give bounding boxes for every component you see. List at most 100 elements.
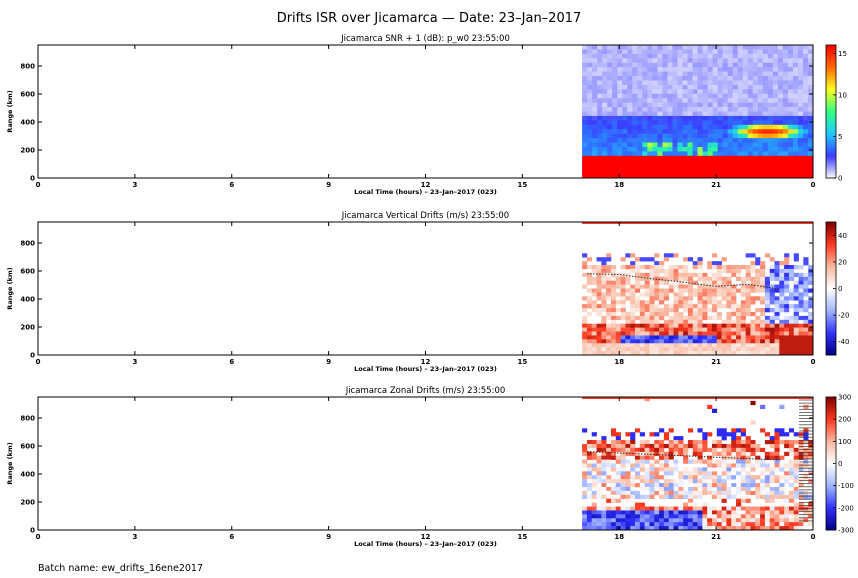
heatmap-cell — [642, 89, 648, 95]
heatmap-cell — [769, 268, 775, 274]
heatmap-cell — [591, 323, 597, 328]
heatmap-cell — [662, 76, 668, 81]
heatmap-cell — [672, 67, 678, 73]
heatmap-cell — [745, 284, 751, 289]
heatmap-cell — [711, 276, 718, 281]
heatmap-cell — [757, 133, 764, 139]
heatmap-cell — [592, 67, 598, 73]
heatmap-cell — [597, 173, 603, 179]
heatmap-cell — [779, 339, 785, 344]
heatmap-cell — [683, 319, 689, 325]
heatmap-cell — [692, 526, 698, 531]
heatmap-cell — [764, 455, 771, 460]
heatmap-cell — [731, 319, 737, 325]
heatmap-cell — [784, 276, 790, 281]
heatmap-cell — [769, 451, 775, 456]
heatmap-cell — [662, 120, 668, 126]
colorbar-swatch — [826, 465, 836, 469]
heatmap-cell — [692, 80, 699, 86]
heatmap-cell — [707, 98, 714, 104]
heatmap-cell — [632, 146, 638, 152]
heatmap-cell — [592, 71, 598, 77]
heatmap-cell — [597, 120, 603, 126]
heatmap-cell — [774, 339, 780, 344]
heatmap-cell — [726, 265, 732, 270]
heatmap-cell — [591, 518, 597, 523]
heatmap-cell — [649, 451, 655, 456]
heatmap-cell — [731, 296, 737, 301]
heatmap-cell — [662, 151, 668, 157]
colorbar-swatch — [826, 306, 836, 309]
heatmap-cell — [615, 284, 621, 289]
heatmap-cell — [639, 494, 645, 500]
heatmap-cell — [752, 67, 759, 73]
heatmap-cell — [692, 115, 699, 121]
heatmap-cell — [707, 288, 713, 293]
colorbar-swatch — [826, 169, 836, 172]
colorbar-swatch — [826, 230, 836, 234]
heatmap-cell — [782, 67, 789, 73]
heatmap-cell — [717, 98, 724, 104]
heatmap-cell — [803, 308, 809, 313]
heatmap-cell — [607, 93, 613, 99]
heatmap-cell — [582, 351, 588, 356]
colorbar-swatch — [826, 321, 836, 325]
heatmap-cell — [779, 514, 785, 519]
heatmap-cell — [774, 311, 780, 317]
heatmap-cell — [707, 300, 713, 305]
heatmap-cell — [657, 173, 663, 179]
heatmap-cell — [692, 53, 699, 59]
heatmap-cell — [586, 265, 593, 270]
heatmap-cell — [726, 506, 732, 511]
heatmap-cell — [697, 343, 703, 348]
heatmap-cell — [610, 343, 617, 348]
heatmap-cell — [769, 486, 775, 492]
heatmap-cell — [617, 49, 623, 55]
heatmap-cell — [727, 120, 734, 126]
heatmap-cell — [793, 315, 799, 321]
heatmap-cell — [707, 80, 714, 86]
heatmap-cell — [630, 522, 636, 527]
heatmap-cell — [597, 111, 603, 117]
heatmap-cell — [597, 164, 603, 170]
heatmap-cell — [610, 319, 617, 325]
heatmap-cell — [687, 308, 694, 313]
heatmap-cell — [630, 447, 636, 453]
heatmap-cell — [637, 124, 643, 130]
heatmap-cell — [803, 327, 809, 332]
heatmap-cell — [774, 428, 780, 433]
heatmap-cell — [702, 84, 709, 90]
heatmap-cell — [755, 443, 761, 449]
heatmap-cell — [586, 451, 593, 456]
heatmap-cell — [807, 173, 814, 179]
heatmap-cell — [687, 351, 694, 356]
heatmap-cell — [620, 479, 626, 484]
heatmap-cell — [792, 45, 799, 50]
heatmap-cell — [663, 296, 669, 301]
heatmap-cell — [620, 490, 626, 496]
heatmap-cell — [652, 49, 658, 55]
heatmap-cell — [657, 49, 663, 55]
heatmap-cell — [742, 142, 749, 148]
heatmap-cell — [721, 436, 727, 441]
heatmap-cell — [722, 142, 729, 148]
heatmap-cell — [635, 514, 641, 519]
heatmap-cell — [792, 93, 799, 99]
heatmap-cell — [644, 510, 650, 515]
heatmap-cell — [787, 138, 794, 144]
x-tick-label: 21 — [711, 358, 721, 366]
heatmap-cell — [760, 319, 766, 325]
heatmap-cell — [637, 173, 643, 179]
heatmap-cell — [667, 138, 673, 144]
heatmap-cell — [702, 58, 709, 64]
heatmap-cell — [663, 510, 669, 515]
heatmap-cell — [731, 347, 737, 352]
heatmap-cell — [808, 447, 814, 453]
heatmap-cell — [662, 115, 668, 121]
heatmap-cell — [762, 111, 769, 117]
heatmap-cell — [782, 49, 789, 55]
heatmap-cell — [717, 76, 724, 81]
heatmap-cell — [682, 151, 689, 157]
heatmap-cell — [716, 315, 722, 321]
heatmap-cell — [667, 146, 673, 152]
